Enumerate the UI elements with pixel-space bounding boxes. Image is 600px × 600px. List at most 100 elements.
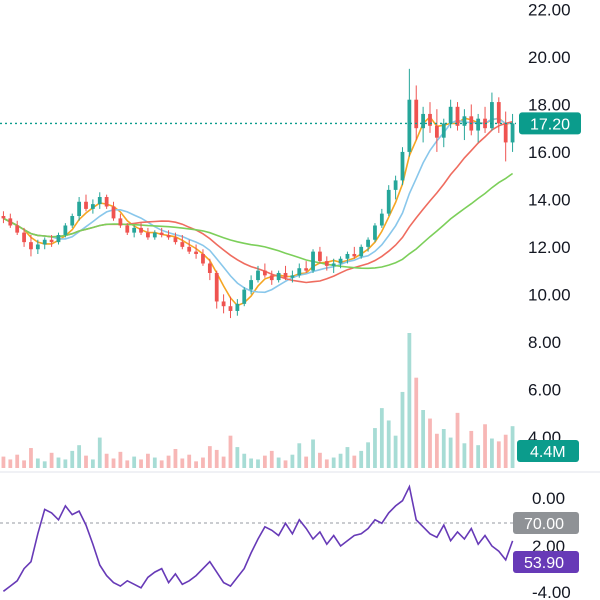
candle — [214, 270, 219, 309]
volume-bar — [290, 454, 295, 468]
candle — [139, 223, 143, 235]
price-tick-label: 6.00 — [528, 380, 561, 399]
volume-bar — [242, 453, 247, 468]
price-tick-label: 14.00 — [528, 190, 571, 209]
candlestick-series — [1, 68, 515, 319]
volume-bar — [469, 430, 474, 468]
price-tick-label: 12.00 — [528, 238, 571, 257]
candle — [228, 296, 233, 319]
candle — [207, 258, 212, 281]
candle — [359, 244, 364, 259]
volume-bar — [379, 408, 384, 468]
volume-bar — [104, 453, 109, 468]
volume-bar — [63, 459, 68, 468]
candle — [159, 227, 164, 238]
volume-bar — [318, 452, 322, 468]
price-panel[interactable]: 22.00 20.00 18.00 16.00 14.00 12.00 10.00 8.00 6… — [0, 0, 581, 447]
price-tick-label: 22.00 — [528, 0, 571, 19]
volume-bar — [132, 456, 137, 468]
volume-bar — [366, 442, 370, 468]
candle — [22, 227, 26, 247]
volume-bar — [304, 456, 309, 468]
candle — [77, 197, 82, 221]
volume-bar — [496, 441, 501, 468]
candle — [462, 109, 467, 141]
volume-bar — [90, 459, 95, 468]
candle — [324, 256, 329, 271]
volume-bar — [125, 460, 130, 468]
volume-bar — [146, 453, 150, 468]
candle — [35, 239, 40, 254]
candle — [166, 230, 171, 240]
candle — [111, 201, 116, 221]
candle — [118, 213, 123, 228]
volume-bar — [8, 459, 13, 468]
volume-bar — [434, 433, 439, 468]
candle — [1, 211, 6, 224]
volume-bar — [386, 420, 391, 468]
price-axis[interactable]: 22.00 20.00 18.00 16.00 14.00 12.00 10.00 8.00 6… — [528, 0, 571, 446]
volume-bar — [421, 410, 426, 468]
volume-bar — [283, 460, 288, 468]
volume-bar — [15, 454, 20, 468]
candle — [269, 270, 274, 285]
candle — [132, 225, 137, 238]
volume-bar — [338, 453, 343, 468]
candle — [49, 235, 54, 247]
volume-bar — [228, 435, 233, 468]
volume-bar — [311, 439, 315, 468]
volume-bar — [139, 459, 143, 468]
ma-medium-line — [3, 118, 513, 294]
volume-bar — [187, 454, 192, 468]
candle — [352, 246, 357, 259]
volume-bar — [214, 449, 219, 468]
candle — [249, 275, 254, 295]
volume-bar — [407, 333, 412, 468]
volume-bar — [84, 455, 88, 468]
volume-bar — [476, 445, 481, 468]
candle — [331, 258, 336, 273]
candle — [304, 261, 309, 273]
volume-panel[interactable]: 4.4M — [1, 333, 579, 468]
candle — [146, 227, 150, 240]
volume-bar — [359, 450, 364, 468]
rsi-line — [2, 484, 514, 592]
volume-bar — [166, 455, 171, 468]
candle — [441, 118, 446, 148]
volume-bar — [510, 426, 515, 468]
rsi-panel[interactable]: 0.002.00-4.00 70.00 53.90 — [0, 484, 579, 600]
rsi-tick-label: 0.00 — [532, 489, 565, 508]
rsi-tick-label: -4.00 — [532, 583, 571, 600]
volume-bar — [221, 456, 226, 468]
candle — [256, 265, 260, 283]
rsi-axis: 0.002.00-4.00 — [532, 489, 571, 600]
candle — [407, 68, 412, 157]
volume-bar — [269, 450, 274, 468]
rsi-level-badge: 70.00 — [513, 512, 579, 534]
volume-bar — [490, 438, 494, 468]
candle — [56, 232, 61, 245]
candle — [428, 102, 432, 133]
candle — [42, 237, 47, 250]
volume-bar — [180, 458, 185, 468]
candle — [70, 213, 75, 228]
volume-bar — [201, 457, 205, 468]
volume-bar — [194, 461, 198, 468]
candle — [290, 270, 295, 283]
candle — [421, 106, 426, 143]
volume-bar — [297, 443, 302, 468]
candle — [414, 85, 419, 141]
volume-bar — [152, 457, 157, 468]
ma-fast-line — [3, 115, 513, 307]
volume-bar — [462, 443, 467, 468]
candle — [510, 113, 515, 152]
volume-bar — [352, 455, 357, 468]
candle — [338, 256, 343, 269]
candle — [400, 147, 405, 186]
rsi-last-value: 53.90 — [524, 555, 564, 572]
candle — [455, 102, 460, 131]
candle — [125, 223, 130, 235]
volume-bar — [428, 418, 432, 468]
volume-bar — [345, 447, 350, 468]
